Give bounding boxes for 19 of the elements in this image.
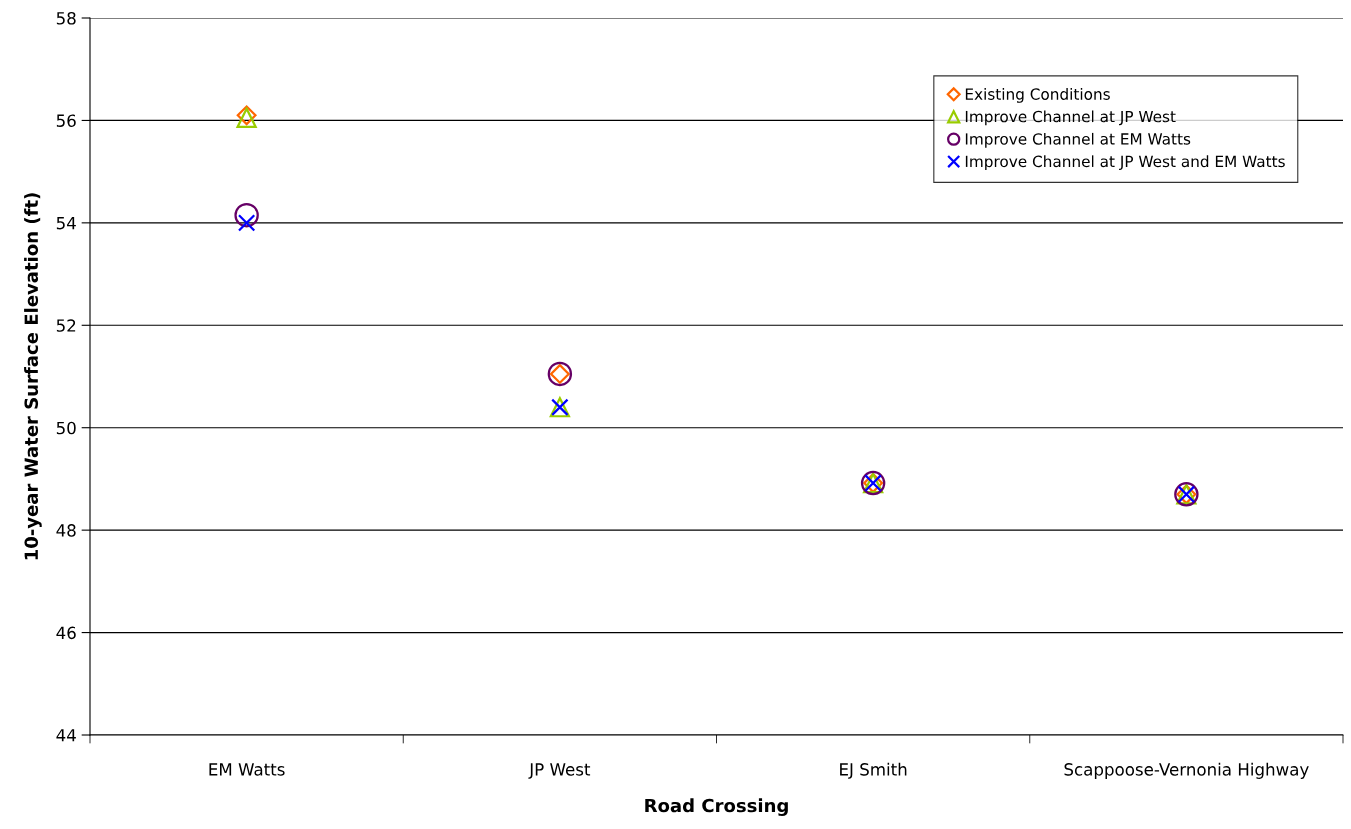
- x-tick-label: Scappoose-Vernonia Highway: [1064, 762, 1309, 779]
- y-tick-label: 52: [56, 319, 76, 332]
- point: [234, 202, 259, 228]
- y-tick-label: 50: [56, 421, 76, 435]
- y-tick-label: 54: [56, 217, 76, 230]
- legend-label: Improve Channel at EM Watts: [965, 132, 1191, 148]
- y-axis-title: 10-year Water Surface Elevation (ft): [24, 193, 42, 560]
- y-tick-label: 56: [56, 114, 76, 127]
- y-tick-label: 46: [56, 626, 76, 640]
- y-tick-label: 44: [56, 729, 76, 742]
- legend-label: Existing Conditions: [965, 88, 1110, 103]
- x-axis-title: Road Crossing: [645, 798, 788, 816]
- x-tick-label: JP West: [528, 763, 591, 779]
- legend-label: Improve Channel at JP West: [965, 110, 1176, 126]
- y-tick-label: 48: [56, 524, 76, 537]
- y-tick-label: 58: [56, 11, 76, 25]
- x-tick-label: EM Watts: [209, 763, 285, 776]
- x-tick-label: EJ Smith: [840, 762, 907, 779]
- legend-label: Improve Channel at JP West and EM Watts: [965, 155, 1285, 171]
